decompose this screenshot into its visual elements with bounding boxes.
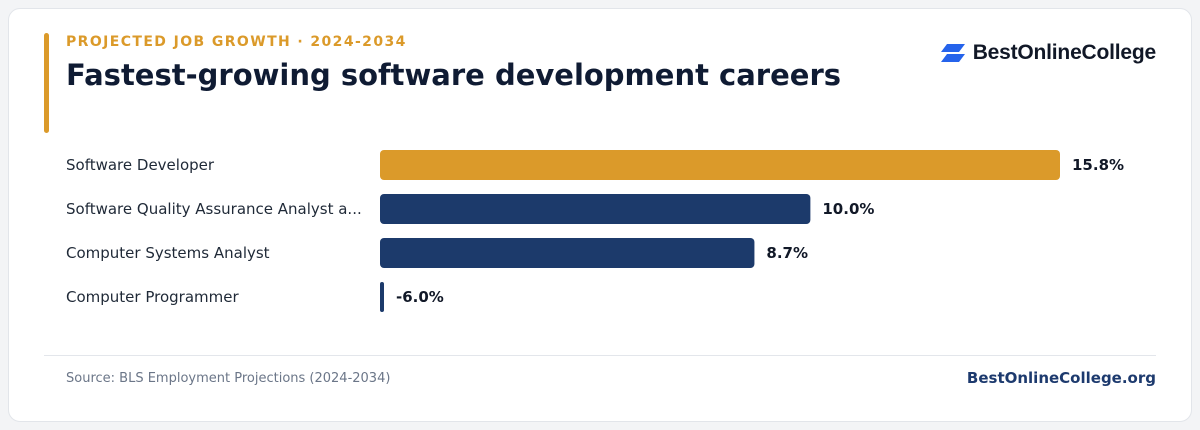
header-accent-bar xyxy=(44,33,49,133)
category-label: Computer Systems Analyst xyxy=(66,244,270,262)
value-label: 10.0% xyxy=(822,200,874,218)
value-label: 8.7% xyxy=(766,244,808,262)
chart-eyebrow: PROJECTED JOB GROWTH · 2024-2034 xyxy=(66,34,407,50)
source-note: Source: BLS Employment Projections (2024… xyxy=(66,371,391,386)
category-label: Computer Programmer xyxy=(66,288,239,306)
category-label: Software Quality Assurance Analyst a... xyxy=(66,200,362,218)
category-label: Software Developer xyxy=(66,156,215,174)
stacked-chevron-logo-icon xyxy=(940,44,965,62)
bar[interactable] xyxy=(380,150,1060,180)
brand-logo-text: BestOnlineCollege xyxy=(972,41,1157,64)
bar[interactable] xyxy=(380,194,811,224)
chart-title: Fastest-growing software development car… xyxy=(66,58,842,92)
bar[interactable] xyxy=(380,238,755,268)
site-link[interactable]: BestOnlineCollege.org xyxy=(966,369,1156,387)
value-label: 15.8% xyxy=(1072,156,1124,174)
bar[interactable] xyxy=(380,282,384,312)
footer-divider xyxy=(44,355,1156,356)
value-label: -6.0% xyxy=(396,288,444,306)
brand-logo[interactable]: BestOnlineCollege xyxy=(940,40,1157,66)
